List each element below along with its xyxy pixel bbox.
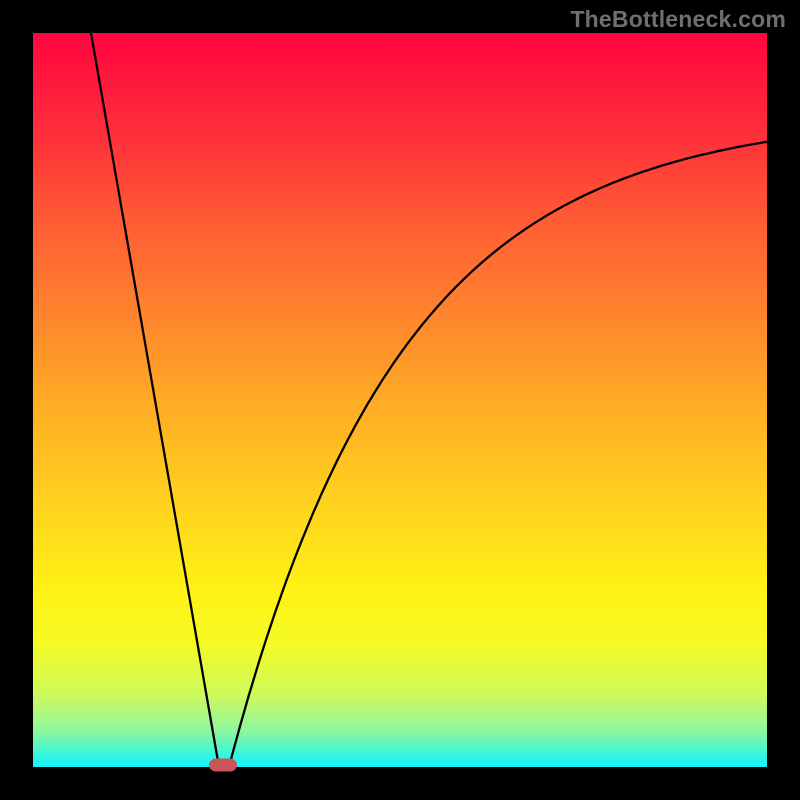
watermark-text: TheBottleneck.com [570, 6, 786, 33]
plot-area [33, 33, 767, 767]
curve [33, 33, 767, 767]
minimum-marker [209, 758, 237, 771]
chart-frame: TheBottleneck.com [0, 0, 800, 800]
